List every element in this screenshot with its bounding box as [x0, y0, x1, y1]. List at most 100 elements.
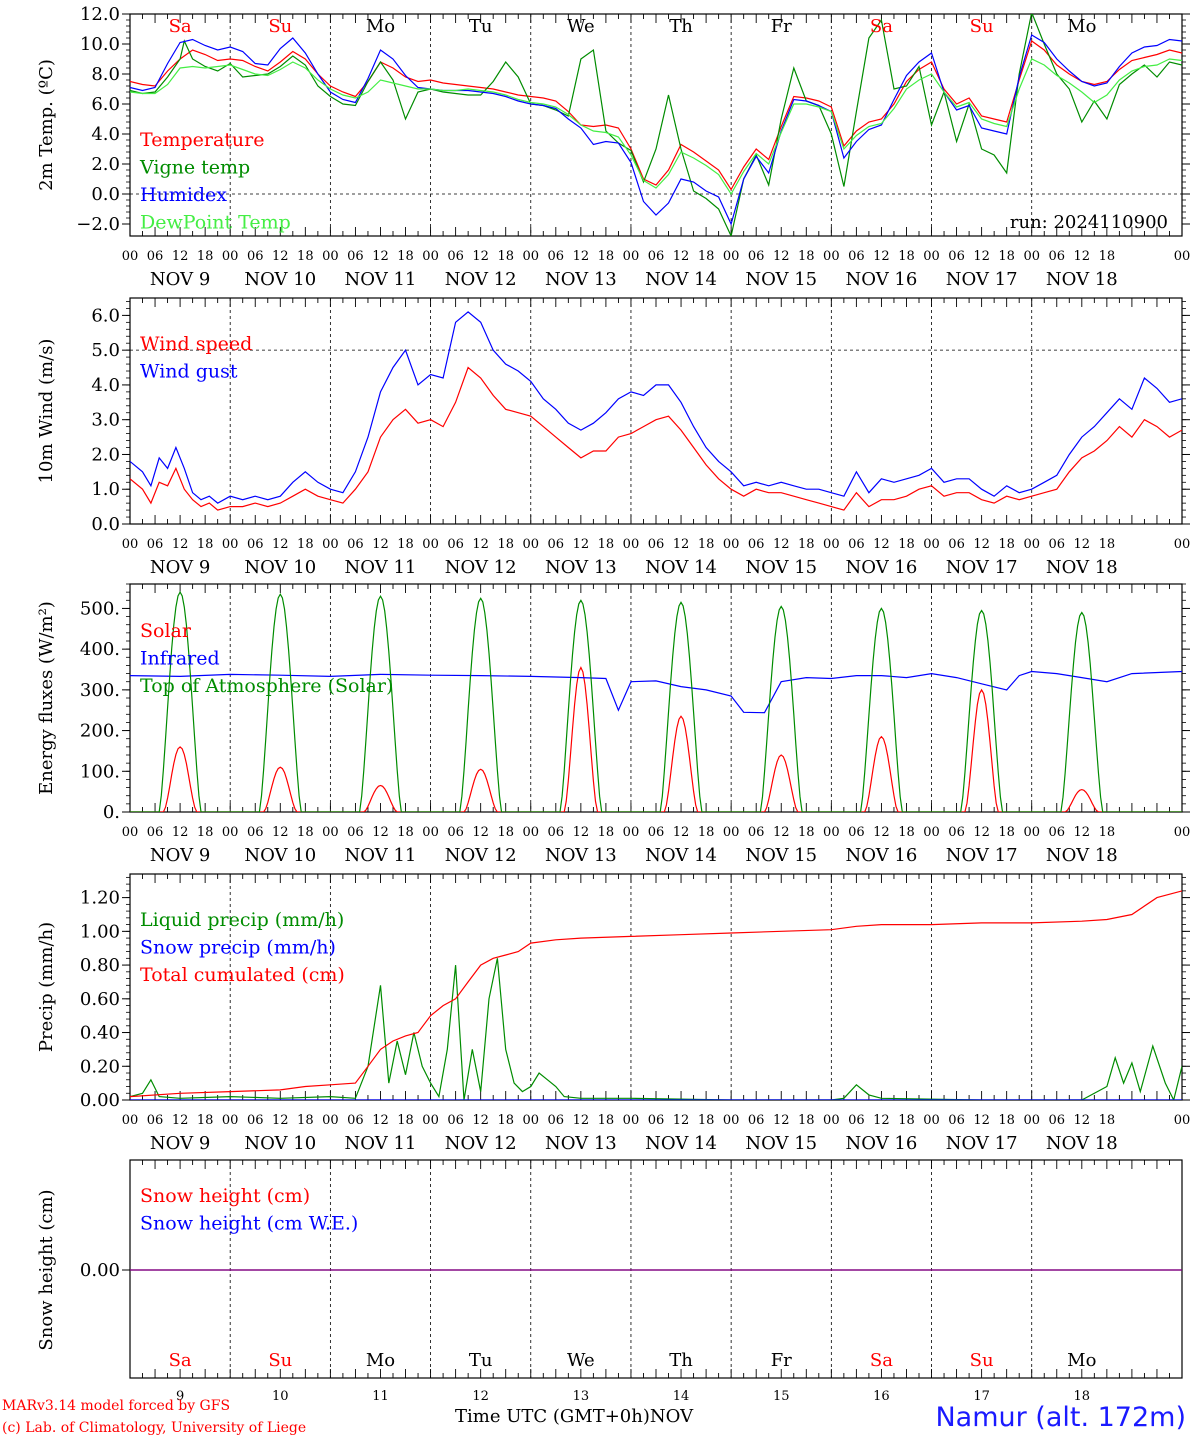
hour-tick-label: 12: [1074, 1113, 1091, 1128]
date-label: NOV 14: [645, 1133, 717, 1154]
hour-tick-label: 18: [397, 1113, 414, 1128]
hour-tick-label: 06: [948, 537, 965, 552]
hour-tick-label: 18: [798, 537, 815, 552]
hour-tick-label: 00: [422, 249, 439, 264]
hour-tick-label: 12: [472, 249, 489, 264]
panel-frame: [129, 297, 1183, 525]
hour-tick-label: 06: [848, 537, 865, 552]
hour-tick-label: 00: [1174, 249, 1191, 264]
date-label: NOV 17: [946, 845, 1018, 866]
date-label: NOV 10: [244, 269, 316, 290]
series-line: [130, 34, 1182, 226]
date-label: NOV 11: [345, 557, 417, 578]
weekday-label-top: Su: [268, 16, 292, 37]
hour-tick-label: 12: [773, 1113, 790, 1128]
hour-tick-label: 12: [372, 1113, 389, 1128]
hour-tick-label: 00: [623, 825, 640, 840]
hour-tick-label: 06: [948, 825, 965, 840]
hour-tick-label: 12: [773, 537, 790, 552]
hour-tick-label: 12: [272, 249, 289, 264]
hour-tick-label: 18: [1099, 537, 1116, 552]
day-number-label: 9: [176, 1389, 184, 1404]
weekday-label-top: Fr: [771, 16, 792, 37]
date-label: NOV 18: [1046, 269, 1118, 290]
hour-tick-label: 18: [397, 825, 414, 840]
hour-tick-label: 06: [848, 1113, 865, 1128]
hour-tick-label: 12: [773, 825, 790, 840]
hour-tick-label: 06: [147, 537, 164, 552]
legend-entry: Snow precip (mm/h): [140, 937, 336, 959]
hour-tick-label: 12: [472, 537, 489, 552]
hour-tick-label: 12: [372, 825, 389, 840]
date-label: NOV 11: [345, 845, 417, 866]
hour-tick-label: 00: [122, 537, 139, 552]
time-axis-title: Time UTC (GMT+0h)NOV: [455, 1406, 693, 1427]
hour-tick-label: 12: [673, 1113, 690, 1128]
date-label: NOV 17: [946, 269, 1018, 290]
y-axis-title: Precip (mm/h): [36, 922, 57, 1052]
hour-tick-label: 06: [848, 249, 865, 264]
hour-tick-label: 00: [823, 537, 840, 552]
date-label: NOV 14: [645, 845, 717, 866]
weekday-label-top: Sa: [169, 16, 192, 37]
hour-tick-label: 18: [998, 1113, 1015, 1128]
hour-tick-label: 18: [197, 1113, 214, 1128]
date-label: NOV 12: [445, 557, 517, 578]
weekday-label-bottom: Mo: [1067, 1350, 1096, 1371]
legend-entry: Top of Atmosphere (Solar): [140, 675, 393, 697]
y-tick-label: 0.0: [91, 514, 120, 535]
hour-tick-label: 06: [247, 249, 264, 264]
hour-tick-label: 12: [873, 249, 890, 264]
hour-tick-label: 12: [372, 249, 389, 264]
day-number-label: 15: [773, 1389, 790, 1404]
hour-tick-label: 00: [122, 249, 139, 264]
y-tick-label: 1.20: [80, 888, 120, 909]
run-annotation: run: 2024110900: [1010, 212, 1168, 233]
hour-tick-label: 00: [322, 249, 339, 264]
hour-tick-label: 18: [1099, 249, 1116, 264]
date-label: NOV 18: [1046, 557, 1118, 578]
hour-tick-label: 00: [1174, 1113, 1191, 1128]
date-label: NOV 15: [745, 557, 817, 578]
hour-tick-label: 06: [147, 825, 164, 840]
hour-tick-label: 06: [1048, 537, 1065, 552]
hour-tick-label: 18: [798, 1113, 815, 1128]
legend-entry: Liquid precip (mm/h): [140, 909, 344, 931]
series-line: [130, 311, 1182, 504]
hour-tick-label: 00: [222, 825, 239, 840]
series-line: [130, 14, 1182, 236]
hour-tick-label: 12: [573, 825, 590, 840]
hour-tick-label: 00: [723, 1113, 740, 1128]
series-line: [130, 590, 1182, 812]
y-tick-label: 200.: [80, 721, 120, 742]
hour-tick-label: 18: [898, 1113, 915, 1128]
weekday-label-bottom: Sa: [169, 1350, 192, 1371]
legend-entry: Vigne temp: [139, 157, 250, 179]
hour-tick-label: 06: [1048, 825, 1065, 840]
hour-tick-label: 00: [322, 825, 339, 840]
date-label: NOV 16: [846, 269, 918, 290]
hour-tick-label: 00: [623, 537, 640, 552]
day-number-label: 17: [973, 1389, 990, 1404]
weekday-label-bottom: Fr: [771, 1350, 792, 1371]
date-label: NOV 13: [545, 1133, 617, 1154]
hour-tick-label: 06: [447, 825, 464, 840]
day-number-label: 10: [272, 1389, 289, 1404]
y-tick-label: 0.00: [80, 1260, 120, 1281]
y-tick-label: 100.: [80, 761, 120, 782]
legend-entry: Snow height (cm): [140, 1185, 310, 1207]
hour-tick-label: 12: [873, 537, 890, 552]
weekday-label-bottom: Mo: [366, 1350, 395, 1371]
hour-tick-label: 18: [497, 825, 514, 840]
weekday-label-bottom: Tu: [469, 1350, 493, 1371]
hour-tick-label: 12: [673, 537, 690, 552]
date-label: NOV 13: [545, 845, 617, 866]
series-line: [130, 890, 1182, 1098]
hour-tick-label: 12: [172, 825, 189, 840]
hour-tick-label: 06: [347, 825, 364, 840]
y-tick-label: 1.00: [80, 921, 120, 942]
copyright: (c) Lab. of Climatology, University of L…: [2, 1420, 307, 1436]
date-label: NOV 10: [244, 1133, 316, 1154]
hour-tick-label: 00: [1174, 825, 1191, 840]
